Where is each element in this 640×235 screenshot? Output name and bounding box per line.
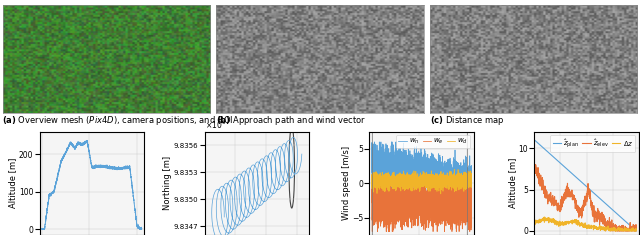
Line: $w_n$: $w_n$ [372,142,472,213]
$w_n$ [411,162,419,164]
$\hat{z}_{\rm elev}$ [602,229,609,232]
$\Delta z$ [557,221,564,224]
$w_d$ [437,192,445,195]
$w_n$ [415,177,423,180]
Line: $w_e$: $w_e$ [372,176,472,231]
$\hat{z}_{\rm plan}$ [598,199,606,202]
Line: $\hat{z}_{\rm elev}$: $\hat{z}_{\rm elev}$ [534,159,636,231]
$\Delta z$ [591,226,598,229]
$w_e$ [369,230,376,233]
$\hat{z}_{\rm elev}$ [598,217,606,219]
Y-axis label: Northing [m]: Northing [m] [163,156,172,210]
$w_e$ [465,214,472,217]
$\Delta z$ [632,229,640,232]
$\Delta z$ [607,227,615,230]
Y-axis label: Wind speed [m/s]: Wind speed [m/s] [342,146,351,220]
$w_d$ [440,181,448,184]
$w_n$ [368,157,376,160]
Y-axis label: Altitude [m]: Altitude [m] [508,158,517,208]
$\Delta z$ [577,223,584,226]
$w_d$ [410,184,417,187]
$w_d$ [465,177,472,180]
$\hat{z}_{\rm elev}$ [591,220,598,223]
$\Delta z$ [598,228,606,231]
Line: $\hat{z}_{\rm plan}$: $\hat{z}_{\rm plan}$ [534,140,636,231]
$w_e$ [411,207,419,210]
$w_e$ [373,175,381,178]
$w_e$ [468,194,476,196]
$w_e$ [410,192,417,195]
$\hat{z}_{\rm plan}$ [607,207,615,210]
$\Delta z$ [602,229,609,232]
$\hat{z}_{\rm elev}$ [548,195,556,198]
$\hat{z}_{\rm plan}$ [632,229,640,232]
$\hat{z}_{\rm elev}$ [577,207,584,210]
Text: $\bf{(c)}$ Distance map: $\bf{(c)}$ Distance map [430,114,505,127]
$w_d$ [411,183,419,185]
$w_n$ [467,211,474,214]
$w_d$ [451,168,458,171]
$\hat{z}_{\rm plan}$ [557,162,564,165]
$\Delta z$ [540,216,548,219]
$w_e$ [440,193,448,196]
Legend: $\hat{z}_{\rm plan}$, $\hat{z}_{\rm elev}$, $\Delta z$: $\hat{z}_{\rm plan}$, $\hat{z}_{\rm elev… [550,135,636,152]
$w_d$ [460,185,467,188]
$w_e$ [368,219,376,221]
$w_n$ [465,187,472,189]
Legend: $w_n$, $w_e$, $w_d$: $w_n$, $w_e$, $w_d$ [396,135,470,149]
$w_n$ [410,175,417,178]
$w_e$ [460,214,467,217]
$\hat{z}_{\rm plan}$ [591,192,598,195]
$\hat{z}_{\rm plan}$ [531,138,538,141]
Line: $w_d$: $w_d$ [372,169,472,194]
$w_d$ [368,176,376,179]
$w_d$ [468,180,476,182]
Line: $\Delta z$: $\Delta z$ [534,217,636,231]
$\hat{z}_{\rm plan}$ [577,180,584,182]
$\hat{z}_{\rm elev}$ [632,229,640,232]
$w_n$ [440,181,448,184]
$w_d$ [415,180,423,183]
$w_n$ [371,141,378,143]
$w_n$ [468,176,476,179]
$w_n$ [460,175,467,178]
$\hat{z}_{\rm plan}$ [548,155,556,157]
Y-axis label: Altitude [m]: Altitude [m] [8,158,17,208]
$\hat{z}_{\rm elev}$ [607,225,615,227]
Text: $\times10^6$: $\times10^6$ [205,118,226,131]
$\hat{z}_{\rm elev}$ [557,201,564,204]
Text: $\bf{(a)}$ Overview mesh ($\it{Pix4D}$), camera positions, and ROI: $\bf{(a)}$ Overview mesh ($\it{Pix4D}$),… [2,114,233,127]
Text: $\bf{(b)}$ Approach path and wind vector: $\bf{(b)}$ Approach path and wind vector [216,114,367,127]
$\hat{z}_{\rm elev}$ [531,158,538,161]
$\Delta z$ [548,218,556,220]
$\Delta z$ [531,221,538,224]
$w_e$ [415,206,423,209]
